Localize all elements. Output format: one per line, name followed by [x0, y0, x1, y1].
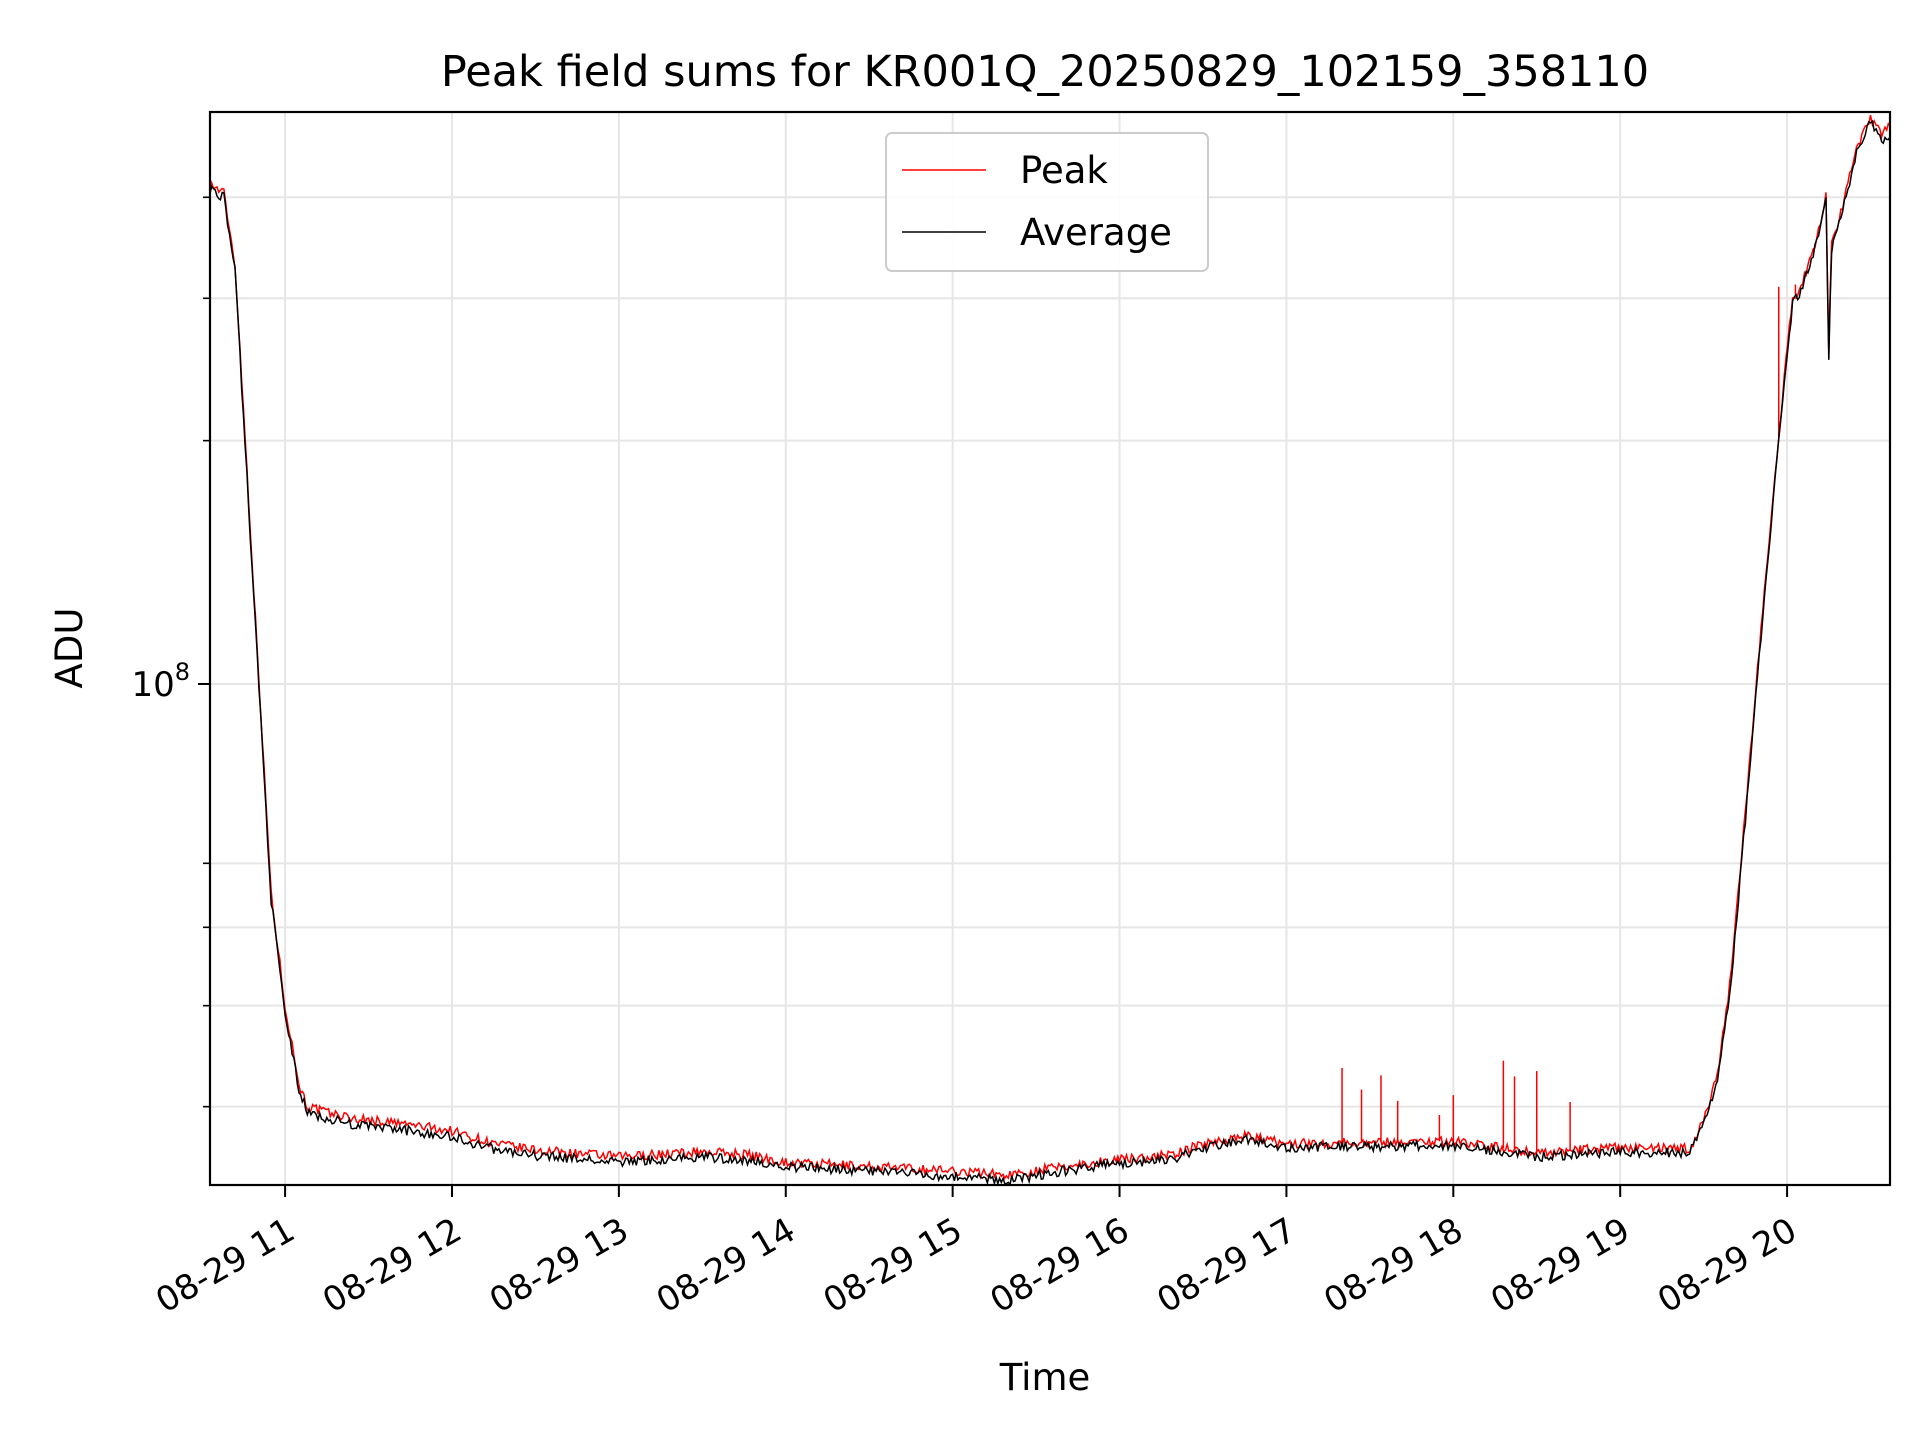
y-tick-label: 108 [131, 658, 190, 705]
legend-box [885, 132, 1209, 272]
series-line-average [210, 119, 1890, 1185]
y-axis-label: ADU [48, 608, 91, 689]
legend: Peak Average [885, 132, 1209, 272]
x-axis-label: Time [999, 1356, 1091, 1399]
y-tick-label-exponent: 8 [175, 658, 190, 686]
legend-average-label: Average [1020, 211, 1172, 254]
series-line-peak [210, 114, 1890, 1181]
plot-frame [208, 110, 1892, 1187]
grid-lines [210, 112, 1890, 1185]
y-axis-ticks: 108 [131, 196, 210, 1108]
chart-title: Peak field sums for KR001Q_20250829_1021… [441, 47, 1649, 97]
plot-area [210, 114, 1890, 1185]
y-tick-label-base: 10 [131, 665, 174, 705]
legend-peak-label: Peak [1020, 149, 1108, 192]
